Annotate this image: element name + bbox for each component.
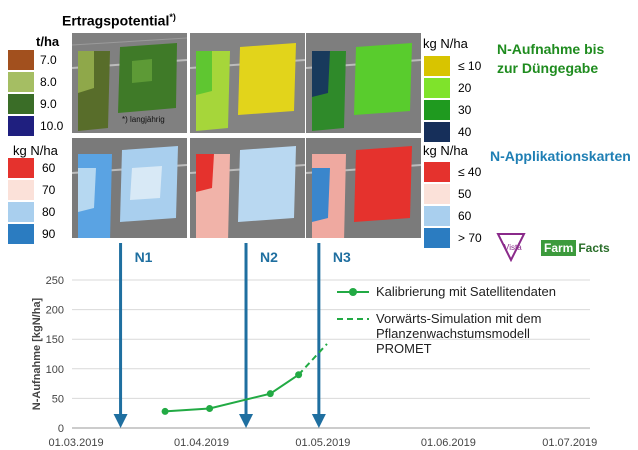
x-tick-label: 01.06.2019 bbox=[421, 437, 476, 449]
y-tick-label: 50 bbox=[52, 393, 64, 405]
legend-kalibrierung: Kalibrierung mit Satellitendaten bbox=[376, 284, 556, 299]
event-label: N1 bbox=[135, 249, 153, 265]
event-label: N3 bbox=[333, 249, 351, 265]
data-point bbox=[206, 405, 213, 412]
x-tick-label: 01.05.2019 bbox=[295, 437, 350, 449]
y-tick-label: 200 bbox=[46, 305, 64, 317]
series-kalibrierung-line bbox=[165, 375, 299, 412]
data-point bbox=[162, 408, 169, 415]
y-axis-label: N-Aufnahme [kgN/ha] bbox=[31, 297, 43, 410]
y-tick-label: 150 bbox=[46, 334, 64, 346]
data-point bbox=[267, 390, 274, 397]
event-arrowhead bbox=[239, 414, 253, 428]
y-tick-label: 0 bbox=[58, 423, 64, 435]
event-arrowhead bbox=[312, 414, 326, 428]
y-tick-label: 250 bbox=[46, 275, 64, 287]
x-tick-label: 01.03.2019 bbox=[49, 437, 104, 449]
event-label: N2 bbox=[260, 249, 278, 265]
series-simulation-line bbox=[299, 344, 327, 375]
x-tick-label: 01.04.2019 bbox=[174, 437, 229, 449]
legend-simulation: Vorwärts-Simulation mit dem Pflanzenwach… bbox=[376, 311, 541, 356]
event-arrowhead bbox=[114, 414, 128, 428]
x-tick-label: 01.07.2019 bbox=[542, 437, 597, 449]
y-tick-label: 100 bbox=[46, 364, 64, 376]
